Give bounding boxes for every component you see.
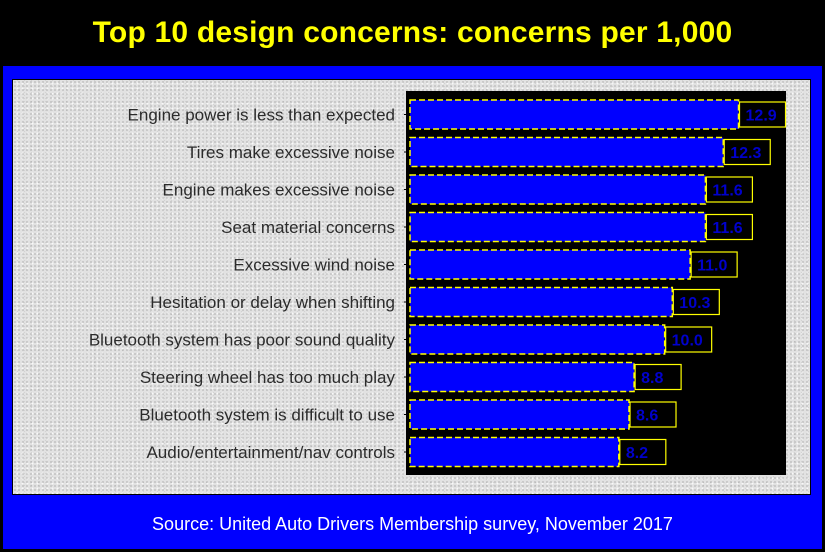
chart-title: Top 10 design concerns: concerns per 1,0… [92, 16, 733, 49]
value-label-box [738, 101, 787, 128]
value-label-box [665, 326, 713, 353]
value-label: 10.0 [672, 333, 703, 350]
value-label-box [705, 213, 754, 241]
bar [409, 324, 666, 355]
value-label-box [629, 401, 677, 428]
category-label: Excessive wind noise [233, 256, 395, 275]
category-label: Steering wheel has too much play [140, 368, 396, 387]
bar [409, 399, 630, 430]
bar [409, 286, 674, 318]
bar [409, 174, 707, 205]
value-label-box [705, 176, 754, 203]
category-label: Hesitation or delay when shifting [150, 293, 395, 312]
source-text: Source: United Auto Drivers Membership s… [152, 513, 673, 534]
value-label: 11.6 [712, 183, 742, 200]
value-label: 8.6 [636, 408, 658, 425]
value-label-box [672, 288, 720, 316]
bar [409, 361, 635, 393]
value-label: 8.2 [626, 445, 648, 462]
category-label: Seat material concerns [221, 218, 395, 237]
value-label-box [634, 363, 682, 391]
bar [409, 211, 707, 243]
category-label: Engine power is less than expected [128, 106, 395, 125]
value-label: 8.8 [641, 370, 663, 387]
bar [409, 436, 620, 468]
category-label: Engine makes excessive noise [163, 181, 395, 200]
value-label: 12.3 [730, 145, 761, 162]
bar [409, 136, 724, 168]
value-label: 11.6 [712, 220, 742, 237]
bar [409, 99, 740, 130]
category-label: Audio/entertainment/nav controls [146, 443, 395, 462]
value-label-box [690, 251, 738, 278]
value-label-box [723, 138, 771, 166]
value-label: 10.3 [679, 295, 710, 312]
category-label: Tires make excessive noise [187, 143, 395, 162]
title-bar: Top 10 design concerns: concerns per 1,0… [0, 0, 825, 66]
value-label: 11.0 [697, 258, 727, 275]
source-note: Source: United Auto Drivers Membership s… [0, 506, 825, 542]
value-label-box [619, 438, 667, 466]
value-label: 12.9 [746, 108, 777, 125]
bar [409, 249, 691, 280]
category-label: Bluetooth system is difficult to use [139, 406, 395, 425]
category-label: Bluetooth system has poor sound quality [89, 331, 396, 350]
